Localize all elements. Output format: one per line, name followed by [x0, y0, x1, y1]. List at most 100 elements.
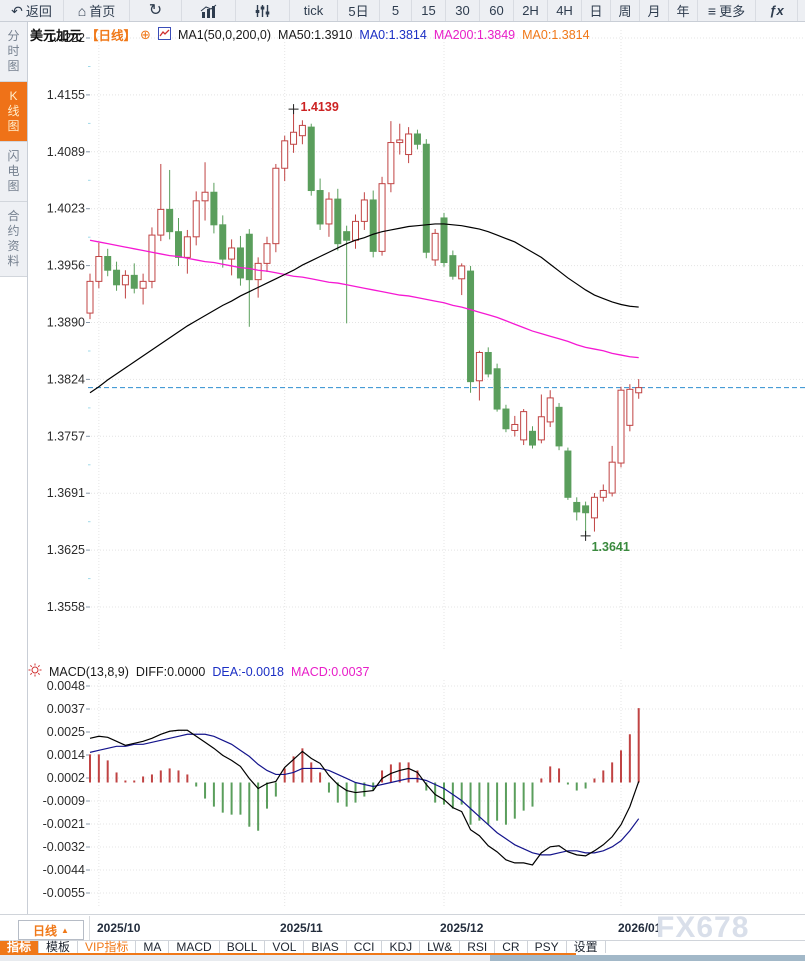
- toolbar-item-4h[interactable]: 4H: [548, 0, 582, 21]
- toolbar-item-indicator-settings[interactable]: [236, 0, 290, 21]
- chart-area[interactable]: 1.4222 1.4155 1.4089 1.4023 1.3956 1.3890 1.38…: [28, 22, 805, 961]
- toolbar-item-more[interactable]: ≡ 更多: [698, 0, 756, 21]
- candle-body[interactable]: [555, 406, 563, 447]
- candle-body[interactable]: [599, 489, 607, 498]
- sidebar-tab-time-chart[interactable]: 分时图: [0, 22, 27, 82]
- candle-body[interactable]: [121, 274, 129, 286]
- candle-body[interactable]: [458, 265, 466, 280]
- candle-body[interactable]: [175, 231, 182, 258]
- period-selector-dropdown[interactable]: 日线 ▲: [18, 920, 84, 940]
- indicator-settings-icon[interactable]: [28, 663, 42, 680]
- toolbar-item-chart-type[interactable]: [182, 0, 236, 21]
- candle-body[interactable]: [360, 199, 368, 222]
- indicator-tab-设置[interactable]: 设置: [567, 941, 606, 953]
- indicator-tab-指标[interactable]: 指标: [0, 941, 40, 953]
- indicator-tab-MACD[interactable]: MACD: [169, 941, 220, 953]
- sidebar-tab-lightning-chart[interactable]: 闪电图: [0, 142, 27, 202]
- candle-body[interactable]: [192, 200, 200, 238]
- candle-body[interactable]: [148, 234, 156, 282]
- indicator-tab-模板[interactable]: 模板: [39, 941, 79, 953]
- candle-body[interactable]: [520, 411, 528, 441]
- candle-body[interactable]: [236, 247, 244, 279]
- candle-body[interactable]: [413, 133, 421, 145]
- indicator-tab-MA[interactable]: MA: [136, 941, 170, 953]
- toolbar-item-refresh[interactable]: ↻: [130, 0, 182, 21]
- toolbar-item-tick[interactable]: tick: [290, 0, 338, 21]
- toolbar-item-5day[interactable]: 5日: [338, 0, 380, 21]
- indicator-tab-CR[interactable]: CR: [495, 941, 528, 953]
- toolbar-item-30min[interactable]: 30: [446, 0, 480, 21]
- candle-body[interactable]: [502, 408, 510, 430]
- toolbar-item-2h[interactable]: 2H: [514, 0, 548, 21]
- candle-body[interactable]: [210, 191, 218, 226]
- candle-body[interactable]: [272, 167, 280, 245]
- candle-body[interactable]: [245, 233, 253, 281]
- indicator-tab-RSI[interactable]: RSI: [460, 941, 496, 953]
- indicator-tab-CCI[interactable]: CCI: [347, 941, 383, 953]
- candle-body[interactable]: [635, 387, 643, 394]
- toolbar-item-60min[interactable]: 60: [480, 0, 514, 21]
- candle-body[interactable]: [316, 190, 324, 225]
- candle-body[interactable]: [511, 423, 519, 431]
- candlestick-macd-plot[interactable]: 1.4222 1.4155 1.4089 1.4023 1.3956 1.3890 1.38…: [28, 22, 805, 961]
- candle-body[interactable]: [281, 140, 289, 169]
- candle-body[interactable]: [590, 496, 598, 519]
- chart-style-icon[interactable]: [157, 26, 171, 43]
- add-indicator-icon[interactable]: ⊕: [140, 26, 151, 42]
- candle-body[interactable]: [431, 232, 439, 261]
- candle-body[interactable]: [157, 208, 165, 236]
- indicator-tab-KDJ[interactable]: KDJ: [382, 941, 421, 953]
- toolbar-item-month[interactable]: 月: [640, 0, 669, 21]
- candle-body[interactable]: [290, 131, 298, 145]
- toolbar-item-fx[interactable]: ƒx: [756, 0, 798, 21]
- candle-body[interactable]: [183, 236, 191, 258]
- horizontal-scrollbar-track[interactable]: [0, 955, 805, 961]
- candle-body[interactable]: [608, 461, 616, 494]
- candle-body[interactable]: [166, 208, 174, 233]
- candle-body[interactable]: [254, 262, 262, 281]
- candle-body[interactable]: [582, 505, 590, 514]
- candle-body[interactable]: [546, 397, 554, 423]
- indicator-tab-PSY[interactable]: PSY: [528, 941, 567, 953]
- indicator-tab-VIP指标[interactable]: VIP指标: [78, 941, 137, 953]
- candle-body[interactable]: [139, 280, 147, 289]
- candle-body[interactable]: [493, 368, 501, 410]
- candle-body[interactable]: [564, 450, 572, 498]
- candle-body[interactable]: [449, 255, 457, 277]
- candle-body[interactable]: [617, 389, 625, 464]
- candle-body[interactable]: [475, 351, 483, 382]
- toolbar-item-15min[interactable]: 15: [412, 0, 446, 21]
- candle-body[interactable]: [104, 256, 112, 271]
- candle-body[interactable]: [334, 198, 342, 245]
- toolbar-item-week[interactable]: 周: [611, 0, 640, 21]
- candle-body[interactable]: [422, 143, 430, 253]
- candle-body[interactable]: [325, 198, 333, 225]
- toolbar-item-day[interactable]: 日: [582, 0, 611, 21]
- toolbar-item-home[interactable]: ⌂ 首页: [64, 0, 130, 21]
- candle-body[interactable]: [405, 133, 413, 156]
- candle-body[interactable]: [378, 183, 386, 252]
- indicator-tab-LW&[interactable]: LW&: [420, 941, 461, 953]
- candle-body[interactable]: [228, 247, 236, 260]
- candle-body[interactable]: [298, 124, 306, 137]
- toolbar-item-zoom-out[interactable]: ⊖: [798, 0, 805, 21]
- candle-body[interactable]: [86, 280, 94, 314]
- candle-body[interactable]: [467, 270, 475, 383]
- sidebar-tab-contract-info[interactable]: 合约资料: [0, 202, 27, 277]
- candle-body[interactable]: [263, 243, 271, 264]
- candle-body[interactable]: [529, 430, 536, 446]
- candle-body[interactable]: [537, 416, 545, 441]
- candle-body[interactable]: [343, 231, 351, 241]
- candle-body[interactable]: [95, 256, 103, 282]
- candle-body[interactable]: [626, 388, 634, 426]
- candle-body[interactable]: [307, 126, 315, 192]
- candle-body[interactable]: [201, 191, 209, 202]
- candle-body[interactable]: [484, 351, 492, 375]
- indicator-tab-BOLL[interactable]: BOLL: [220, 941, 266, 953]
- candle-body[interactable]: [113, 269, 121, 286]
- candle-body[interactable]: [573, 501, 581, 513]
- toolbar-item-year[interactable]: 年: [669, 0, 698, 21]
- indicator-tab-VOL[interactable]: VOL: [265, 941, 305, 953]
- candle-body[interactable]: [387, 142, 395, 185]
